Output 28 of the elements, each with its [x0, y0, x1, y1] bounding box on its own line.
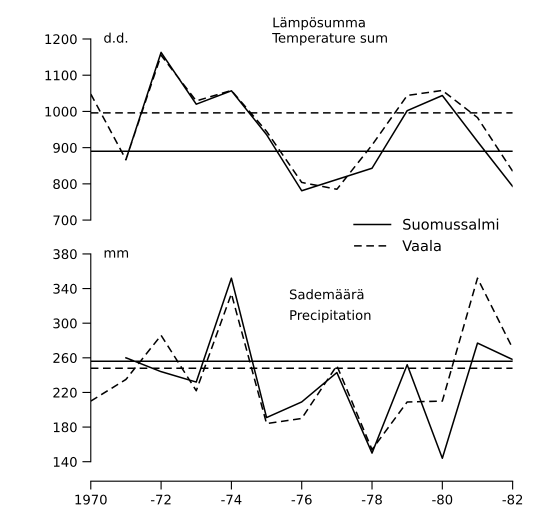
y-tick-label: 700	[53, 215, 77, 226]
y-axis-title: mm	[104, 250, 128, 258]
y-tick-label: 140	[54, 456, 77, 467]
y-tick-label: 340	[53, 284, 77, 294]
y-tick-label: 1100	[45, 70, 77, 80]
y-tick-label: 260	[53, 353, 77, 364]
y-tick-label: 800	[53, 179, 77, 190]
x-tick-label: -72	[150, 494, 171, 504]
text: Precipitation	[290, 310, 370, 323]
legend-label: Suomussalmi	[403, 218, 498, 230]
legend-label: Vaala	[402, 240, 441, 252]
x-tick-label: -74	[221, 494, 242, 504]
y-tick-label: 1200	[45, 34, 77, 44]
text: Sademäärä	[290, 289, 364, 300]
chart-title: Lämpösumma	[273, 17, 365, 30]
x-tick-label: -78	[362, 494, 382, 505]
x-tick-label: -80	[432, 494, 452, 505]
x-tick-label: 1970	[75, 494, 107, 505]
y-tick-label: 1000	[45, 106, 77, 117]
y-tick-label: 380	[53, 249, 77, 260]
y-tick-label: 220	[53, 388, 77, 398]
y-tick-label: 900	[53, 142, 77, 153]
y-axis-title: d.d.	[104, 32, 128, 43]
y-tick-label: 180	[54, 422, 77, 432]
x-tick-label: -82	[502, 494, 522, 505]
chart-subtitle: Temperature sum	[272, 33, 387, 46]
y-tick-label: 300	[53, 318, 77, 328]
x-tick-label: -76	[292, 494, 312, 505]
